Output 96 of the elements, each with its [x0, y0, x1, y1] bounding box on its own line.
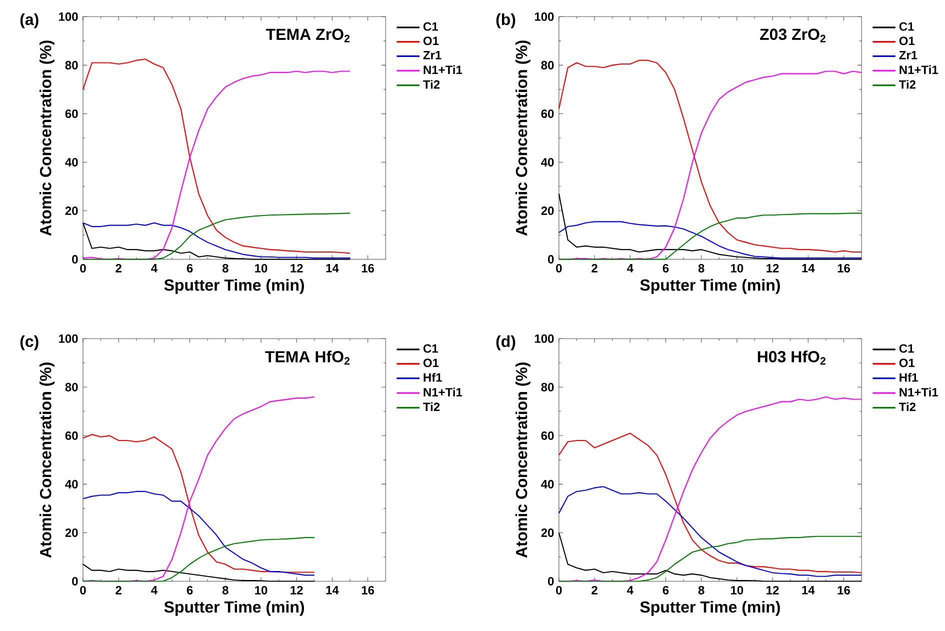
y-tick-label: 20: [541, 528, 554, 538]
y-tick-label: 20: [65, 206, 78, 216]
y-axis-title: Atomic Concentration (%): [40, 40, 54, 236]
x-tick-label: 2: [116, 586, 122, 594]
x-tick-label: 16: [362, 586, 374, 594]
chart-title: (d): [496, 335, 516, 350]
annotation: Z03 ZrO$_{2}$: [760, 28, 826, 42]
x-axis-title: Sputter Time (min): [640, 600, 780, 616]
legend-label: C1: [899, 22, 914, 31]
y-tick-label: 0: [72, 577, 78, 586]
legend-label: Hf1: [424, 373, 442, 382]
x-tick-label: 6: [186, 586, 193, 594]
y-tick-label: 100: [534, 12, 554, 21]
x-tick-label: 0: [80, 264, 86, 273]
x-axis-title: Sputter Time (min): [164, 279, 304, 294]
legend-label: Zr1: [423, 51, 442, 60]
x-tick-label: 2: [592, 586, 598, 594]
legend-label: Ti2: [423, 80, 440, 89]
x-tick-label: 12: [766, 586, 779, 594]
x-tick-label: 10: [731, 586, 744, 594]
legend-label: O1: [899, 36, 915, 46]
annotation: H03 HfO$_{2}$: [758, 350, 826, 365]
legend-label: N1+Ti1: [900, 65, 938, 74]
x-tick-label: 4: [151, 264, 158, 272]
y-tick-label: 80: [541, 60, 554, 70]
legend-label: O1: [899, 358, 915, 368]
x-tick-label: 14: [802, 264, 815, 272]
y-tick-label: 0: [548, 577, 554, 586]
legend-label: N1+Ti1: [424, 65, 462, 74]
x-tick-label: 8: [698, 586, 704, 594]
legend-label: Hf1: [900, 373, 918, 382]
y-tick-label: 100: [534, 334, 554, 343]
y-tick-label: 40: [65, 158, 78, 167]
y-tick-label: 60: [541, 110, 554, 118]
legend-label: N1+Ti1: [424, 388, 462, 396]
x-tick-label: 8: [222, 264, 228, 273]
legend-label: Ti2: [899, 402, 916, 412]
x-tick-label: 12: [766, 264, 779, 272]
y-tick-label: 20: [65, 528, 78, 538]
x-tick-label: 10: [255, 586, 268, 594]
x-tick-label: 16: [362, 264, 374, 273]
x-tick-label: 16: [838, 264, 850, 273]
legend-label: C1: [423, 22, 438, 31]
legend-label: Ti2: [899, 80, 916, 89]
y-tick-label: 40: [541, 158, 554, 167]
y-tick-label: 60: [65, 110, 78, 118]
x-tick-label: 6: [662, 586, 669, 594]
legend-label: C1: [423, 344, 438, 353]
x-tick-label: 8: [222, 586, 228, 594]
x-tick-label: 12: [290, 586, 303, 594]
x-tick-label: 0: [80, 586, 86, 594]
x-axis-title: Sputter Time (min): [640, 279, 780, 294]
x-tick-label: 4: [626, 586, 634, 594]
y-axis-title: Atomic Concentration (%): [515, 40, 530, 236]
legend-label: Zr1: [899, 51, 918, 60]
x-tick-label: 10: [731, 264, 744, 273]
x-tick-label: 14: [802, 586, 815, 594]
x-tick-label: 6: [662, 264, 669, 273]
annotation: TEMA HfO$_{2}$: [265, 350, 350, 365]
y-tick-label: 40: [541, 480, 554, 488]
y-tick-label: 20: [541, 206, 554, 216]
y-tick-label: 100: [59, 12, 78, 21]
y-axis-title: Atomic Concentration (%): [515, 362, 530, 558]
x-tick-label: 12: [290, 264, 303, 272]
x-tick-label: 14: [326, 264, 339, 272]
x-tick-label: 4: [151, 586, 158, 594]
legend-label: Ti2: [423, 402, 440, 412]
y-tick-label: 80: [541, 382, 554, 392]
x-tick-label: 2: [592, 264, 598, 272]
legend-label: O1: [423, 36, 439, 46]
chart-title: (a): [20, 13, 38, 28]
y-tick-label: 80: [65, 382, 78, 392]
y-tick-label: 0: [548, 255, 554, 264]
y-axis-title: Atomic Concentration (%): [40, 362, 54, 558]
y-tick-label: 60: [541, 431, 554, 440]
chart-title: (c): [20, 335, 38, 350]
y-tick-label: 40: [65, 480, 78, 488]
x-tick-label: 14: [326, 586, 339, 594]
x-tick-label: 6: [186, 264, 193, 273]
y-tick-label: 100: [59, 334, 78, 343]
x-tick-label: 4: [626, 264, 634, 272]
x-tick-label: 2: [116, 264, 122, 272]
x-axis-title: Sputter Time (min): [164, 600, 304, 616]
y-tick-label: 0: [72, 255, 78, 264]
legend-label: O1: [423, 358, 439, 368]
annotation: TEMA ZrO$_{2}$: [266, 28, 350, 42]
y-tick-label: 60: [65, 431, 78, 440]
chart-title: (b): [496, 13, 516, 28]
x-tick-label: 0: [556, 586, 562, 594]
x-tick-label: 0: [556, 264, 562, 273]
x-tick-label: 10: [255, 264, 268, 273]
legend-label: C1: [899, 344, 914, 353]
legend-label: N1+Ti1: [900, 388, 938, 396]
x-tick-label: 16: [838, 586, 850, 594]
x-tick-label: 8: [698, 264, 704, 273]
y-tick-label: 80: [65, 60, 78, 70]
